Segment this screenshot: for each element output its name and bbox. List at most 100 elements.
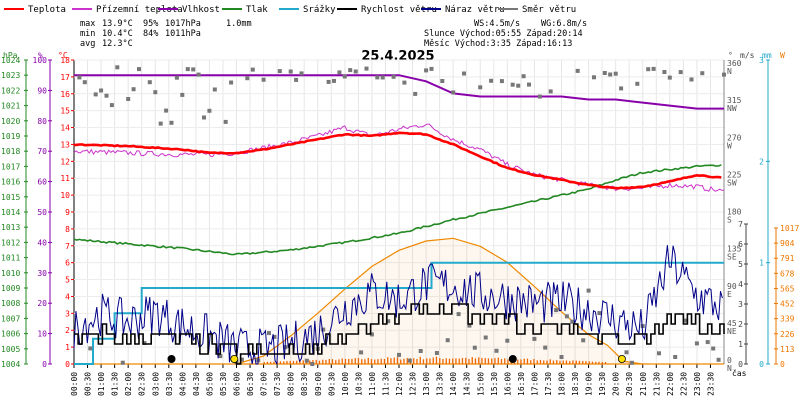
x-tick-label: 11:30 (381, 372, 390, 396)
ms-tick-label: 4 (738, 280, 743, 289)
x-tick-label: 08:30 (300, 372, 309, 396)
wind-direction-point (597, 311, 602, 316)
hpa-tick-label: 1013 (1, 223, 20, 232)
sunshine-bar (377, 359, 379, 364)
hpa-tick-label: 1008 (1, 299, 20, 308)
x-tick-label: 22:30 (679, 372, 688, 396)
wind-direction-point (716, 357, 721, 362)
wind-direction-point (678, 70, 683, 75)
wind-direction-point (104, 93, 109, 98)
pct-axis-label: % (38, 51, 43, 60)
wind-direction-point (418, 349, 423, 353)
dir-tick-value: 0 (727, 356, 732, 365)
legend-label: Rychlost větru (361, 5, 437, 15)
wind-direction-point (348, 68, 353, 73)
wind-direction-point (288, 69, 293, 74)
sunshine-bar (530, 360, 532, 364)
wind-direction-point (640, 324, 645, 329)
wind-direction-point (369, 332, 374, 337)
sunshine-bar (533, 359, 535, 364)
x-tick-label: 06:30 (246, 372, 255, 396)
wind-direction-point (467, 323, 472, 328)
sunshine-bar (517, 359, 519, 364)
dir-tick-value: 315 (727, 96, 742, 105)
x-tick-label: 16:00 (503, 372, 512, 396)
sunshine-bar (364, 359, 366, 364)
w-tick-label: 791 (780, 254, 795, 263)
ms-tick-label: 2 (738, 320, 743, 329)
sunshine-bar (468, 359, 470, 364)
sunshine-bar (390, 358, 392, 364)
wind-direction-point (267, 331, 271, 336)
sunshine-bar (604, 362, 607, 364)
sunshine-bar (565, 360, 568, 364)
mm-axis-label: mm (762, 51, 772, 60)
wind-direction-point (510, 82, 515, 87)
sunshine-bar (439, 358, 441, 364)
hpa-tick-label: 1019 (1, 132, 20, 141)
wind-direction-point (635, 81, 640, 86)
ms-tick-label: 7 (738, 220, 743, 229)
x-tick-label: 10:00 (341, 372, 350, 396)
temp-tick-label: 13 (60, 140, 70, 149)
hpa-tick-label: 1015 (1, 193, 20, 202)
sunshine-bar (263, 362, 265, 364)
x-tick-label: 10:30 (354, 372, 363, 396)
sunshine-bar (370, 359, 373, 364)
legend-label: Tlak (246, 5, 268, 15)
sunshine-bar (286, 361, 288, 364)
x-tick-label: 03:30 (165, 372, 174, 396)
x-tick-label: 21:30 (652, 372, 661, 396)
sunshine-bar (461, 358, 464, 364)
hpa-tick-label: 1010 (1, 269, 20, 278)
sunshine-bar (569, 361, 571, 364)
stat-value: 1.0mm (226, 19, 252, 29)
stat-value: 1011hPa (165, 29, 201, 39)
rain-line (74, 261, 724, 365)
sunshine-bar (299, 360, 301, 364)
sunshine-bar (387, 357, 389, 364)
stat-value: Slunce Východ:05:55 Západ:20:14 (424, 29, 583, 39)
sunshine-bar (383, 359, 386, 364)
temp-tick-label: 10 (60, 191, 70, 200)
sunshine-bar (296, 360, 298, 364)
temp-tick-label: 1 (65, 343, 70, 352)
wind-direction-point (158, 121, 163, 126)
stat-value: 10.4°C (102, 29, 133, 39)
legend-label: Směr větru (522, 5, 576, 15)
stat-value: 12.3°C (102, 39, 133, 49)
temp-tick-label: 17 (60, 73, 70, 82)
wind-speed-line (74, 303, 725, 365)
x-tick-label: 15:30 (490, 372, 499, 396)
dir-tick-value: 225 (727, 170, 742, 179)
sunshine-bar (500, 359, 503, 364)
pct-tick-label: 80 (37, 117, 47, 126)
sunshine-bar (559, 360, 561, 364)
hpa-tick-label: 1012 (1, 238, 20, 247)
pct-tick-label: 0 (42, 360, 47, 369)
sunshine-bar (458, 358, 460, 364)
wind-direction-point (277, 69, 282, 74)
wind-direction-point (147, 80, 152, 85)
temp-tick-label: 6 (65, 259, 70, 268)
sunshine-bar (474, 358, 477, 364)
x-tick-label: 13:30 (436, 372, 445, 396)
wind-direction-point (196, 72, 201, 77)
pct-tick-label: 90 (37, 86, 47, 95)
w-tick-label: 565 (780, 284, 795, 293)
sunshine-bar (507, 359, 509, 364)
wind-direction-point (153, 90, 158, 95)
mm-tick-label: 2 (759, 157, 764, 166)
wind-direction-point (93, 92, 98, 97)
ms-tick-label: 3 (738, 300, 743, 309)
wind-direction-point (126, 97, 131, 101)
hpa-tick-label: 1022 (1, 86, 20, 95)
sunshine-bar (338, 359, 340, 364)
x-tick-label: 02:00 (124, 372, 133, 396)
hpa-tick-label: 1021 (1, 102, 20, 111)
wind-direction-point (353, 69, 358, 74)
pct-tick-label: 20 (37, 299, 47, 308)
wind-direction-point (445, 338, 450, 343)
stat-value: 13.9°C (102, 19, 133, 29)
x-tick-label: 17:00 (530, 372, 539, 396)
